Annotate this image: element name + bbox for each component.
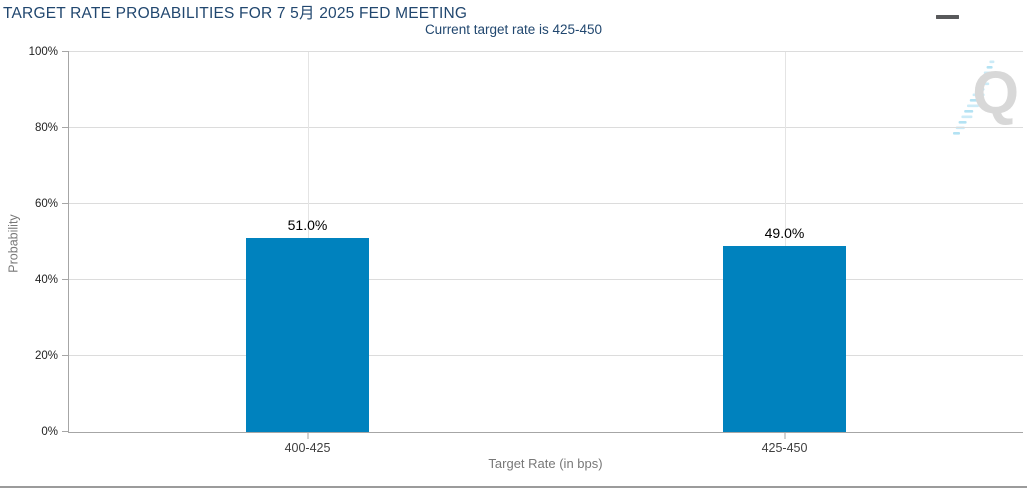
- y-tick-label: 100%: [28, 45, 58, 58]
- chart-title: TARGET RATE PROBABILITIES FOR 7 5月 2025 …: [3, 5, 468, 22]
- y-axis-title: Probability: [6, 214, 21, 273]
- watermark-q-letter: Q: [972, 59, 1019, 126]
- y-tick: [62, 51, 69, 52]
- x-category-label: 400-425: [284, 441, 331, 455]
- y-tick: [62, 355, 69, 356]
- x-category-label: 425-450: [761, 441, 808, 455]
- bottom-border-line: [0, 486, 1027, 488]
- y-tick: [62, 279, 69, 280]
- y-gridline: [69, 127, 1023, 128]
- x-tick: [307, 432, 308, 439]
- x-axis-title: Target Rate (in bps): [488, 456, 603, 471]
- y-tick-label: 0%: [41, 425, 58, 438]
- bar-value-label: 49.0%: [764, 224, 805, 241]
- quandl-q-watermark-icon: Q: [941, 50, 1019, 142]
- plot-area: Q 0% 20% 40% 60% 80% 100% 51.0% 400-425 49.0% 425…: [29, 46, 1023, 455]
- y-tick: [62, 431, 69, 432]
- probability-bar-425-450[interactable]: [723, 245, 846, 432]
- y-tick-label: 80%: [34, 121, 58, 134]
- y-tick: [62, 127, 69, 128]
- y-tick-label: 60%: [34, 197, 58, 210]
- hamburger-menu-icon[interactable]: [935, 5, 1020, 22]
- x-tick: [784, 432, 785, 439]
- y-tick-label: 40%: [34, 273, 58, 286]
- y-gridline: [69, 203, 1023, 204]
- y-tick-label: 20%: [34, 349, 58, 362]
- y-gridline: [69, 355, 1023, 356]
- y-gridline: [69, 51, 1023, 52]
- y-gridline: [69, 279, 1023, 280]
- y-tick: [62, 203, 69, 204]
- bar-value-label: 51.0%: [287, 217, 328, 234]
- x-gridline: [784, 52, 786, 432]
- chart-subtitle: Current target rate is 425-450: [424, 22, 603, 37]
- probability-bar-400-425[interactable]: [246, 238, 369, 432]
- watermark-dashes-icon: [953, 60, 995, 135]
- hamburger-bar: [935, 15, 959, 19]
